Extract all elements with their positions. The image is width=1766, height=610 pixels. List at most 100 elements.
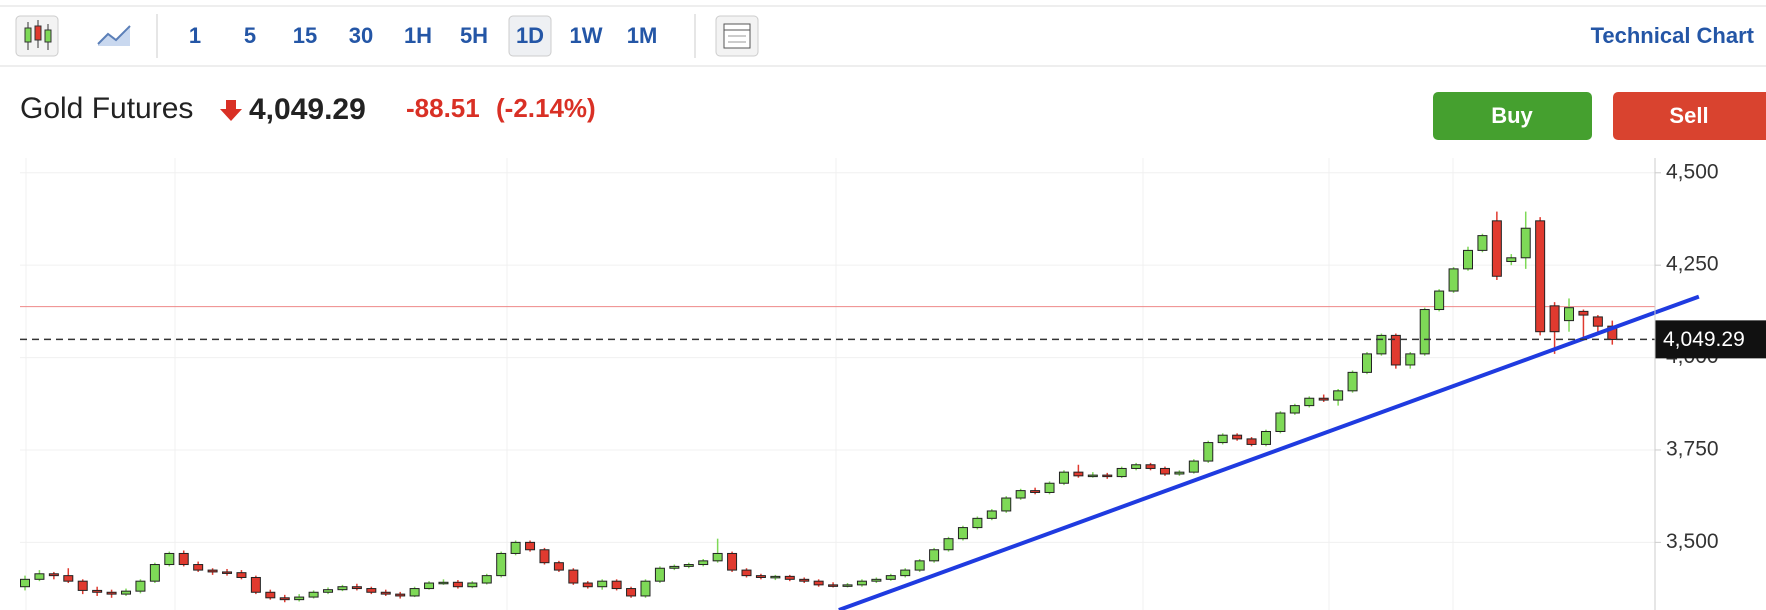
candle (92, 586, 103, 596)
candle-body (698, 560, 709, 566)
candle (597, 579, 608, 590)
interval[interactable]: 1D (516, 23, 544, 48)
candle-body (568, 569, 579, 584)
sell-label[interactable]: Sell (1669, 103, 1708, 128)
candle-body (452, 581, 463, 588)
candle (1174, 470, 1185, 476)
candle (395, 591, 406, 599)
candle-body (1477, 235, 1488, 251)
candle (250, 575, 261, 595)
candle-body (395, 593, 406, 597)
intervals: 1 5 15 30 1H 5H 1D 1W 1M (189, 15, 658, 57)
candle (366, 586, 377, 595)
candle (222, 568, 233, 576)
interval[interactable]: 1M (627, 23, 658, 48)
sell-button[interactable] (1613, 92, 1766, 140)
candle-body (1116, 467, 1127, 478)
candle (900, 568, 911, 578)
candle (1145, 462, 1156, 471)
candle-body (597, 580, 608, 588)
candle-body (1318, 397, 1329, 401)
icon-body (44, 29, 52, 43)
candle-body (1174, 471, 1185, 475)
candle-body (178, 552, 189, 566)
candle-body (914, 560, 925, 571)
candle (452, 580, 463, 589)
candle (510, 540, 521, 556)
candle (135, 579, 146, 594)
candle-body (265, 591, 276, 599)
candle (972, 516, 983, 530)
interval[interactable]: 1W (570, 23, 603, 48)
candle-body (77, 580, 88, 591)
candle-body (1506, 257, 1517, 262)
candle (1102, 472, 1113, 479)
candle (1087, 472, 1098, 478)
candle-body (20, 578, 30, 588)
trendline (838, 294, 1700, 610)
candle-body (1217, 434, 1228, 444)
layout-icon[interactable] (715, 15, 759, 57)
candle (77, 579, 88, 595)
icon-body (24, 27, 32, 43)
candle (770, 574, 781, 581)
candle-body (1491, 220, 1502, 277)
buy-label[interactable]: Buy (1491, 103, 1533, 128)
candle (712, 538, 723, 563)
candle (1549, 302, 1560, 354)
change-pct: (-2.14%) (496, 93, 596, 123)
candle (1434, 289, 1445, 312)
candle-body (149, 564, 160, 582)
buy-button[interactable] (1433, 92, 1592, 140)
candle-body (1260, 430, 1271, 445)
candle-body (1376, 334, 1387, 355)
candle (1275, 411, 1286, 434)
candle (1260, 429, 1271, 447)
vertical-grid (25, 158, 1454, 610)
candle-body (48, 573, 59, 577)
interval[interactable]: 1H (404, 23, 432, 48)
candle (1159, 466, 1170, 476)
last-price-label: 4,049.29 (1663, 328, 1745, 351)
candle-body (1015, 490, 1026, 499)
candle (1477, 233, 1488, 253)
candle-body (1304, 397, 1315, 407)
candle-body (193, 564, 204, 571)
interval[interactable]: 30 (349, 23, 373, 48)
technical-chart-link[interactable]: Technical Chart (1591, 23, 1755, 48)
interval[interactable]: 15 (293, 23, 317, 48)
candle (1001, 496, 1012, 513)
candle-body (1073, 471, 1084, 477)
candle-body (1419, 309, 1430, 355)
candle-body (409, 588, 420, 597)
line-icon[interactable] (97, 25, 131, 46)
candle (1520, 211, 1531, 269)
interval-selected[interactable] (508, 15, 552, 57)
interval[interactable]: 5H (460, 23, 488, 48)
y-tick-label: 4,500 (1666, 160, 1719, 183)
candle-body (496, 552, 507, 577)
interval[interactable]: 1 (189, 23, 201, 48)
candle-icon[interactable] (15, 15, 59, 57)
candle-body (1001, 497, 1012, 512)
candle (640, 579, 651, 598)
candle-body (525, 541, 536, 551)
candle-body (1390, 334, 1401, 366)
candle (799, 577, 810, 584)
candle (986, 509, 997, 521)
candle (279, 594, 290, 603)
candle (856, 579, 867, 587)
candle-body (770, 575, 781, 579)
candle-body (279, 597, 290, 601)
candle (568, 568, 579, 585)
interval[interactable]: 5 (244, 23, 256, 48)
candle (828, 582, 839, 588)
candle-body (481, 575, 492, 584)
candle-body (1578, 310, 1589, 316)
candle (20, 575, 30, 591)
candle-body (712, 552, 723, 562)
candle-body (222, 571, 233, 574)
candle-body (1246, 438, 1257, 445)
candle-body (986, 510, 997, 519)
candle (193, 561, 204, 572)
